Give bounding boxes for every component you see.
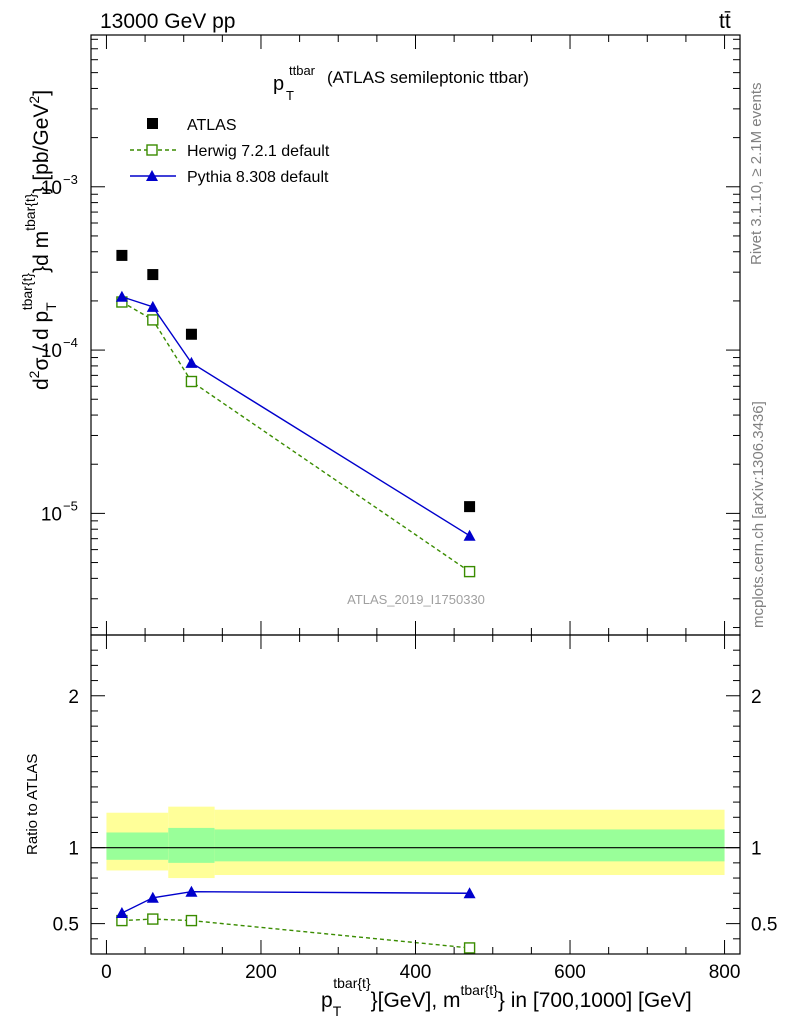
- ratio-series-0-point-3: [463, 942, 476, 954]
- ratio-series-1-point-2: [185, 885, 198, 897]
- main-x-ticks: [105, 35, 726, 635]
- legend-pythia-label: Pythia 8.308 default: [187, 169, 329, 186]
- ratio-plot-content: [91, 806, 740, 954]
- main-series-2-point-0: [115, 290, 128, 302]
- main-plot-content: [115, 249, 476, 578]
- rivet-version-label: Rivet 3.1.10, ≥ 2.1M events: [748, 83, 765, 266]
- main-panel: 10−310−410−5 p T ttbar (ATLAS semilepton…: [19, 34, 741, 636]
- process-label: tt̄: [719, 10, 731, 33]
- ratio-series-0-line: [121, 918, 470, 949]
- main-ytick-label-exp-2: −5: [63, 498, 78, 513]
- ratio-ytick-label-left-0: 0.5: [53, 915, 79, 936]
- x-tick-label-3: 600: [554, 962, 586, 983]
- ratio-panel: 0.5 0.51 12 2 0 200 400 600 800 Ratio to ATLAS …: [24, 634, 777, 1019]
- x-axis-label: pTtbar{t}}[GeV], mtbar{t}} in [700,1000]…: [321, 975, 692, 1019]
- plot-title-superscript: ttbar: [289, 63, 316, 78]
- plot-title-rest: (ATLAS semileptonic ttbar): [327, 68, 529, 87]
- plot-title-subscript: T: [286, 88, 294, 103]
- ratio-y-axis: 0.5 0.5 1 1 2 2: [53, 634, 777, 955]
- main-series-2-point-3: [463, 529, 476, 541]
- analysis-watermark: ATLAS_2019_I1750330: [347, 592, 485, 607]
- x-tick-label-2: 400: [400, 962, 432, 983]
- ratio-ytick-label-right-2: 2: [751, 687, 762, 708]
- ratio-ytick-label-left-2: 2: [68, 687, 79, 708]
- ratio-band-green-0: [106, 832, 169, 860]
- legend: ATLAS Herwig 7.2.1 default Pythia 8.308 …: [130, 117, 330, 186]
- ratio-series-0-point-1: [147, 913, 159, 925]
- main-series-1-point-3: [463, 565, 476, 578]
- main-series-1-point-2: [185, 375, 198, 388]
- main-series-2-point-2: [185, 356, 198, 368]
- main-ytick-label-2: 10: [41, 504, 62, 525]
- ratio-series-1-point-0: [115, 906, 128, 918]
- main-series-1-point-1: [147, 314, 159, 326]
- legend-atlas-label: ATLAS: [187, 117, 237, 134]
- ratio-series-1-point-1: [146, 891, 159, 903]
- legend-herwig-marker: [146, 144, 158, 156]
- main-ytick-label-0: 10: [41, 178, 62, 199]
- ratio-ytick-label-right-0: 0.5: [751, 915, 777, 936]
- ratio-band-green-2: [214, 829, 725, 862]
- main-ytick-label-exp-1: −4: [63, 335, 78, 350]
- ratio-band-green-1: [168, 827, 215, 863]
- main-series-0-point-3: [464, 501, 476, 513]
- legend-pythia-marker: [146, 170, 158, 181]
- main-series-0-point-0: [116, 249, 128, 261]
- main-ytick-label-exp-0: −3: [63, 172, 78, 187]
- main-series-2-line: [121, 296, 470, 537]
- x-tick-label-1: 200: [245, 962, 277, 983]
- main-series-1-line: [121, 301, 470, 573]
- main-y-axis: 10−310−410−5: [41, 38, 740, 629]
- main-series-0-point-1: [147, 269, 159, 281]
- ratio-ytick-label-right-1: 1: [751, 839, 762, 860]
- ratio-series-1-point-3: [463, 887, 476, 899]
- main-ytick-label-1: 10: [41, 341, 62, 362]
- ratio-y-axis-label: Ratio to ATLAS: [24, 754, 41, 855]
- mcplots-label: mcplots.cern.ch [arXiv:1306.3436]: [750, 401, 767, 628]
- ratio-frame: [90, 634, 741, 955]
- plot-title-main: p: [273, 73, 284, 95]
- main-series-2-point-1: [146, 300, 159, 312]
- legend-atlas-marker: [147, 118, 158, 129]
- main-series-0-point-2: [185, 328, 197, 340]
- ratio-ytick-label-left-1: 1: [68, 839, 79, 860]
- ratio-series-0-point-2: [185, 914, 198, 927]
- legend-herwig-label: Herwig 7.2.1 default: [187, 143, 330, 160]
- x-tick-label-4: 800: [709, 962, 741, 983]
- x-axis-label-text: pTtbar{t}}[GeV], mtbar{t}} in [700,1000]…: [321, 975, 692, 1019]
- energy-label: 13000 GeV pp: [100, 10, 235, 33]
- x-tick-label-0: 0: [101, 962, 112, 983]
- x-axis: 0 200 400 600 800: [101, 635, 740, 983]
- ratio-series-1-line: [121, 891, 470, 914]
